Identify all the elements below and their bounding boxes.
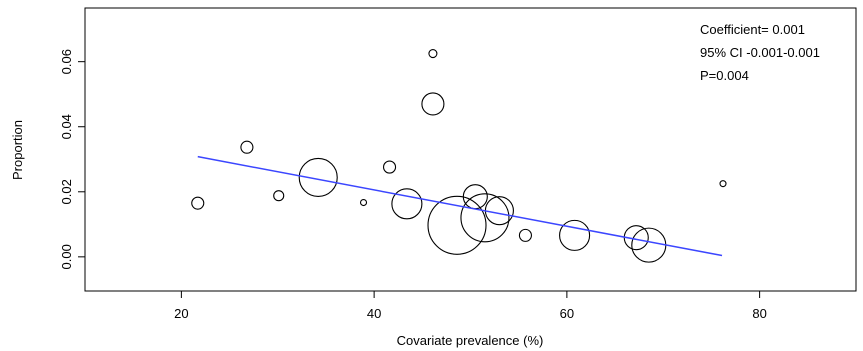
- y-axis-label: Proportion: [10, 120, 25, 180]
- regression-line-group: [197, 155, 723, 257]
- data-point: [484, 196, 514, 226]
- x-axis: 20 40 60 80: [174, 290, 767, 321]
- x-tick-label: 40: [367, 306, 381, 321]
- annotation-p-value: P=0.004: [700, 68, 749, 83]
- data-point: [391, 188, 423, 220]
- x-axis-label: Covariate prevalence (%): [397, 333, 544, 348]
- data-point: [462, 184, 488, 210]
- data-point: [421, 92, 445, 116]
- data-point: [273, 190, 285, 202]
- data-point: [428, 48, 438, 59]
- annotation-ci: 95% CI -0.001-0.001: [700, 45, 820, 60]
- y-tick-label: 0.02: [59, 179, 74, 204]
- x-tick-label: 20: [174, 306, 188, 321]
- data-point: [427, 195, 487, 255]
- data-point: [631, 227, 667, 263]
- x-tick-label: 60: [560, 306, 574, 321]
- y-tick-label: 0.00: [59, 244, 74, 269]
- y-axis: 0.00 0.02 0.04 0.06: [59, 49, 86, 270]
- annotation-coefficient: Coefficient= 0.001: [700, 22, 805, 37]
- data-point: [518, 228, 532, 242]
- data-point: [460, 193, 510, 243]
- x-tick-label: 80: [752, 306, 766, 321]
- data-point: [240, 140, 254, 154]
- data-point: [359, 198, 368, 207]
- data-points: [191, 48, 727, 263]
- regression-line: [197, 155, 723, 257]
- data-point: [559, 219, 591, 251]
- y-tick-label: 0.04: [59, 114, 74, 139]
- data-point: [382, 160, 397, 174]
- data-point: [719, 180, 727, 188]
- data-point: [191, 196, 205, 210]
- data-point: [298, 157, 338, 198]
- y-tick-label: 0.06: [59, 49, 74, 74]
